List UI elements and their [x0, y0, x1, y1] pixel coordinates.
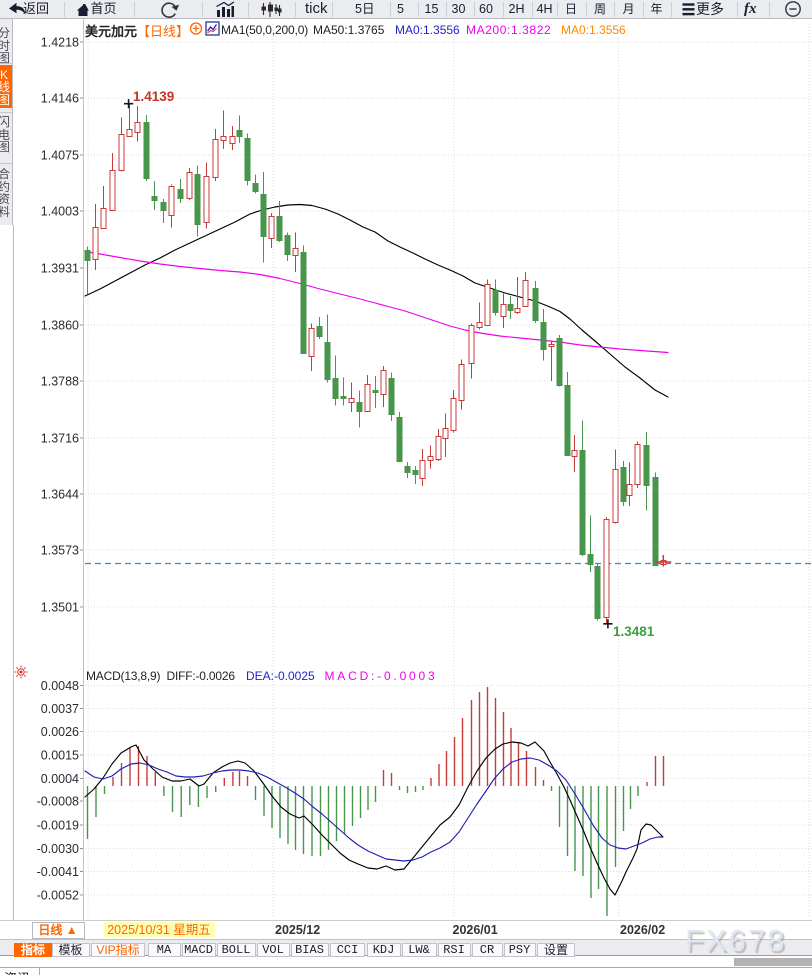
svg-text:1.3931: 1.3931 — [41, 262, 79, 276]
svg-text:-0.0030: -0.0030 — [37, 842, 79, 856]
svg-text:0.0048: 0.0048 — [41, 679, 79, 693]
svg-text:1.3481: 1.3481 — [613, 624, 655, 639]
svg-text:-0.0041: -0.0041 — [37, 865, 79, 879]
svg-text:MACD(13,8,9): MACD(13,8,9) — [86, 669, 160, 683]
svg-text:MACD:-0.0003: MACD:-0.0003 — [325, 669, 438, 683]
svg-text:0.0004: 0.0004 — [41, 772, 79, 786]
svg-text:0.0037: 0.0037 — [41, 702, 79, 716]
svg-text:DIFF:-0.0026: DIFF:-0.0026 — [167, 669, 236, 683]
svg-text:0.0015: 0.0015 — [41, 749, 79, 763]
svg-text:1.3501: 1.3501 — [41, 601, 79, 615]
svg-text:1.3716: 1.3716 — [41, 432, 79, 446]
svg-text:1.4003: 1.4003 — [41, 205, 79, 219]
svg-text:DEA:-0.0025: DEA:-0.0025 — [246, 669, 315, 683]
svg-text:-0.0052: -0.0052 — [37, 889, 79, 903]
svg-text:1.4146: 1.4146 — [41, 92, 79, 106]
svg-text:-0.0008: -0.0008 — [37, 795, 79, 809]
svg-text:1.3860: 1.3860 — [41, 319, 79, 333]
svg-text:1.3573: 1.3573 — [41, 544, 79, 558]
svg-text:-0.0019: -0.0019 — [37, 819, 79, 833]
svg-text:0.0026: 0.0026 — [41, 725, 79, 739]
svg-text:1.3788: 1.3788 — [41, 375, 79, 389]
svg-text:1.4075: 1.4075 — [41, 149, 79, 163]
svg-text:1.4218: 1.4218 — [41, 36, 79, 50]
svg-text:1.4139: 1.4139 — [133, 89, 174, 104]
svg-text:1.3644: 1.3644 — [41, 488, 79, 502]
